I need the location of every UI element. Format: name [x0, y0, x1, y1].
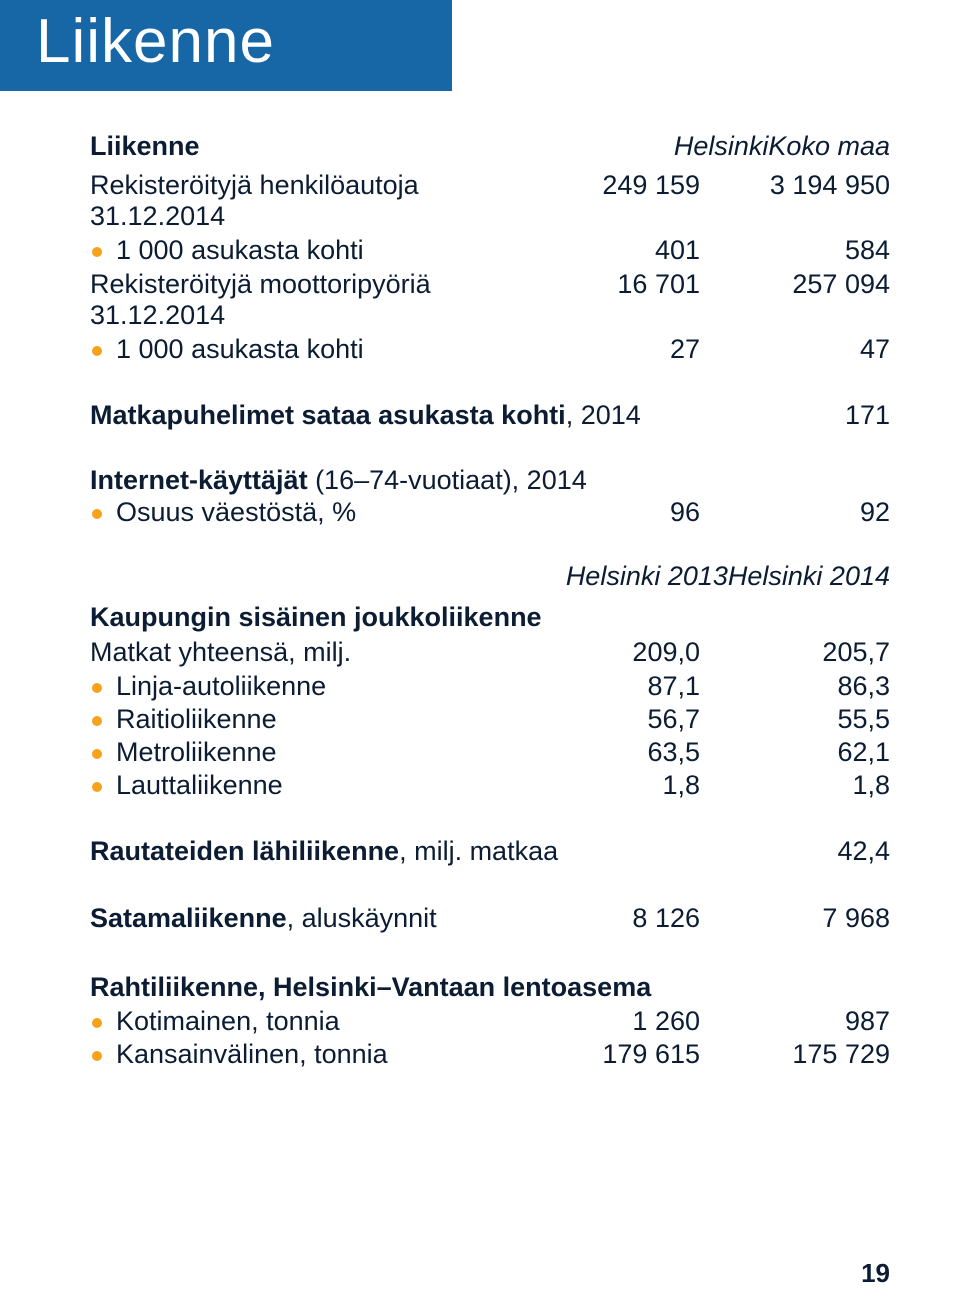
internet-title: Internet-käyttäjät — [90, 465, 308, 495]
table-row: Matkat yhteensä, milj. 209,0 205,7 — [90, 635, 890, 670]
joukko-header-col2: Helsinki 2014 — [728, 561, 890, 592]
internet-title-row: Internet-käyttäjät (16–74-vuotiaat), 201… — [90, 465, 890, 496]
satama-tail: , aluskäynnit — [287, 903, 437, 933]
row-c1: 249 159 — [520, 170, 700, 201]
row-c2: 86,3 — [700, 671, 890, 702]
page-title: Liikenne — [36, 7, 275, 76]
row-label: Satamaliikenne, aluskäynnit — [90, 903, 520, 934]
page-number: 19 — [861, 1258, 890, 1289]
rahti-section: Rahtiliikenne, Helsinki–Vantaan lentoase… — [90, 968, 890, 1071]
bullet-icon — [92, 782, 102, 792]
table-row: Linja-autoliikenne 87,1 86,3 — [90, 670, 890, 703]
row-c1: 96 — [520, 497, 700, 528]
row-label: Matkapuhelimet sataa asukasta kohti, 201… — [90, 400, 700, 431]
row-c1: 209,0 — [520, 637, 700, 668]
row-c2: 92 — [700, 497, 890, 528]
row-c2: 1,8 — [700, 770, 890, 801]
table-row: Kotimainen, tonnia 1 260 987 — [90, 1005, 890, 1038]
row-value: 42,4 — [700, 836, 890, 867]
row-c1: 27 — [520, 334, 700, 365]
row-c1: 8 126 — [520, 903, 700, 934]
satama-label: Satamaliikenne — [90, 903, 287, 933]
satama-row: Satamaliikenne, aluskäynnit 8 126 7 968 — [90, 901, 890, 936]
liikenne-header-col1: Helsinki — [674, 131, 769, 162]
row-label: Lauttaliikenne — [116, 770, 520, 801]
bullet-icon — [92, 1018, 102, 1028]
row-c1: 401 — [520, 235, 700, 266]
row-label: Osuus väestöstä, % — [116, 497, 520, 528]
row-label: Kansainvälinen, tonnia — [116, 1039, 520, 1070]
row-c2: 205,7 — [700, 637, 890, 668]
table-row: Metroliikenne 63,5 62,1 — [90, 736, 890, 769]
row-c1: 16 701 — [520, 269, 700, 300]
row-label: Linja-autoliikenne — [116, 671, 520, 702]
row-c1: 1 260 — [520, 1006, 700, 1037]
table-row: 1 000 asukasta kohti 401 584 — [90, 234, 890, 267]
bullet-icon — [92, 346, 102, 356]
liikenne-header-col2: Koko maa — [768, 131, 890, 162]
table-row: Lauttaliikenne 1,8 1,8 — [90, 769, 890, 802]
row-c2: 987 — [700, 1006, 890, 1037]
row-value: 171 — [700, 400, 890, 431]
bullet-icon — [92, 749, 102, 759]
rautatie-row: Rautateiden lähiliikenne, milj. matkaa 4… — [90, 834, 890, 869]
row-c2: 55,5 — [700, 704, 890, 735]
liikenne-section: Liikenne Helsinki Koko maa Rekisteröityj… — [90, 131, 890, 366]
matkapuhelimet-row: Matkapuhelimet sataa asukasta kohti, 201… — [90, 398, 890, 433]
joukko-header-row: Helsinki 2013 Helsinki 2014 — [90, 561, 890, 598]
table-row: Rekisteröityjä moottoripyöriä 31.12.2014… — [90, 267, 890, 333]
table-row: Osuus väestöstä, % 96 92 — [90, 496, 890, 529]
row-label: Raitioliikenne — [116, 704, 520, 735]
row-c2: 584 — [700, 235, 890, 266]
row-label: 1 000 asukasta kohti — [116, 334, 520, 365]
row-c2: 47 — [700, 334, 890, 365]
table-row: Raitioliikenne 56,7 55,5 — [90, 703, 890, 736]
row-label: Metroliikenne — [116, 737, 520, 768]
matkapuhelimet-tail: , 2014 — [566, 400, 641, 430]
row-c1: 1,8 — [520, 770, 700, 801]
internet-title-tail: (16–74-vuotiaat), 2014 — [308, 465, 587, 495]
row-c1: 63,5 — [520, 737, 700, 768]
bullet-icon — [92, 1051, 102, 1061]
content-area: Liikenne Helsinki Koko maa Rekisteröityj… — [0, 91, 960, 1071]
matkapuhelimet-label: Matkapuhelimet sataa asukasta kohti — [90, 400, 566, 430]
row-c1: 179 615 — [520, 1039, 700, 1070]
joukko-header-col1: Helsinki 2013 — [566, 561, 728, 592]
table-row: Rekisteröityjä henkilöautoja 31.12.2014 … — [90, 168, 890, 234]
bullet-icon — [92, 716, 102, 726]
joukko-title: Kaupungin sisäinen joukkoliikenne — [90, 598, 890, 635]
liikenne-header-row: Liikenne Helsinki Koko maa — [90, 131, 890, 168]
row-label: Rekisteröityjä henkilöautoja 31.12.2014 — [90, 170, 520, 232]
rahti-title: Rahtiliikenne, Helsinki–Vantaan lentoase… — [90, 968, 890, 1005]
row-label: Matkat yhteensä, milj. — [90, 637, 520, 668]
row-label: Rekisteröityjä moottoripyöriä 31.12.2014 — [90, 269, 520, 331]
bullet-icon — [92, 247, 102, 257]
joukkoliikenne-section: Helsinki 2013 Helsinki 2014 Kaupungin si… — [90, 561, 890, 802]
row-c2: 175 729 — [700, 1039, 890, 1070]
row-c2: 3 194 950 — [700, 170, 890, 201]
row-label: 1 000 asukasta kohti — [116, 235, 520, 266]
row-c1: 56,7 — [520, 704, 700, 735]
row-c1: 87,1 — [520, 671, 700, 702]
liikenne-header-label: Liikenne — [90, 131, 674, 162]
bullet-icon — [92, 509, 102, 519]
row-c2: 7 968 — [700, 903, 890, 934]
rautatie-tail: , milj. matkaa — [399, 836, 558, 866]
row-label: Kotimainen, tonnia — [116, 1006, 520, 1037]
row-c2: 62,1 — [700, 737, 890, 768]
row-label: Rautateiden lähiliikenne, milj. matkaa — [90, 836, 700, 867]
rautatie-label: Rautateiden lähiliikenne — [90, 836, 399, 866]
row-c2: 257 094 — [700, 269, 890, 300]
table-row: 1 000 asukasta kohti 27 47 — [90, 333, 890, 366]
page-title-band: Liikenne — [0, 0, 452, 91]
internet-section: Internet-käyttäjät (16–74-vuotiaat), 201… — [90, 465, 890, 529]
bullet-icon — [92, 683, 102, 693]
table-row: Kansainvälinen, tonnia 179 615 175 729 — [90, 1038, 890, 1071]
